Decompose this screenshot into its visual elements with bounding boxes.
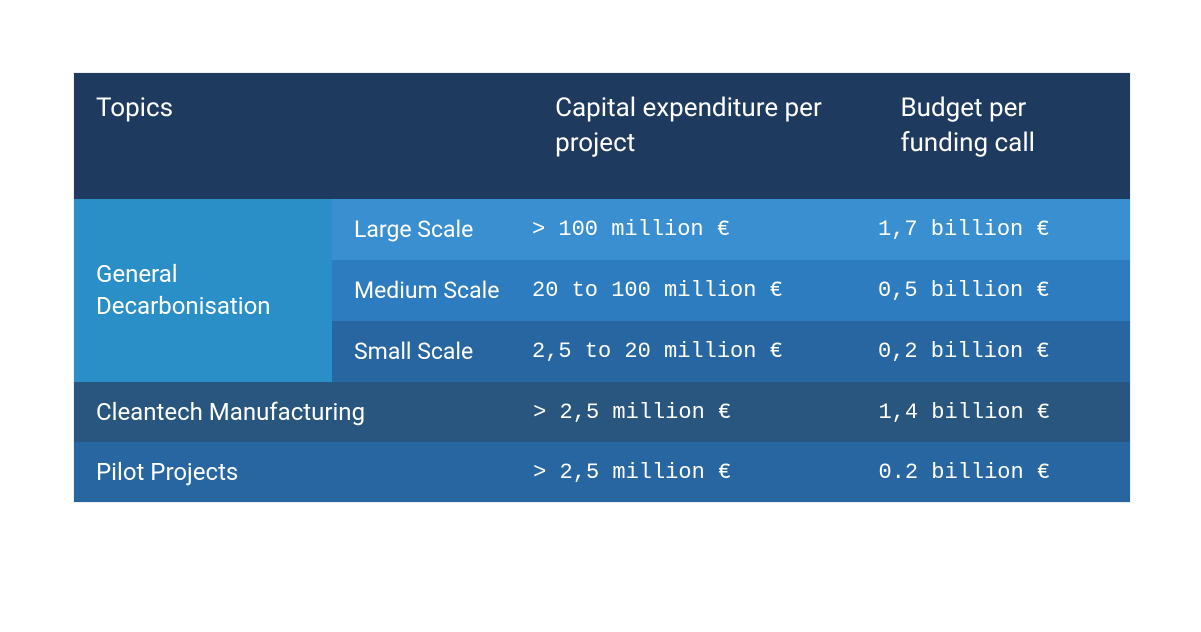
table-row: Small Scale 2,5 to 20 million € 0,2 bill…: [332, 321, 1130, 382]
table-row: Medium Scale 20 to 100 million € 0,5 bil…: [332, 260, 1130, 321]
header-capex: Capital expenditure per project: [533, 73, 878, 199]
table-header-row: Topics Capital expenditure per project B…: [74, 73, 1130, 199]
capex-value: > 2,5 million €: [533, 460, 878, 485]
capex-value: > 100 million €: [532, 217, 878, 242]
scale-label: Medium Scale: [332, 277, 532, 304]
label-general-decarbonisation: General Decarbonisation: [74, 199, 332, 382]
label-pilot: Pilot Projects: [74, 458, 533, 486]
scale-label: Small Scale: [332, 338, 532, 365]
header-topics: Topics: [74, 73, 533, 199]
budget-value: 0.2 billion €: [878, 460, 1130, 485]
budget-value: 1,4 billion €: [878, 400, 1130, 425]
capex-value: > 2,5 million €: [533, 400, 878, 425]
sub-rows-general-decarbonisation: Large Scale > 100 million € 1,7 billion …: [332, 199, 1130, 382]
row-pilot-projects: Pilot Projects > 2,5 million € 0.2 billi…: [74, 442, 1130, 502]
funding-table: Topics Capital expenditure per project B…: [73, 72, 1131, 503]
row-cleantech-manufacturing: Cleantech Manufacturing > 2,5 million € …: [74, 382, 1130, 442]
capex-value: 20 to 100 million €: [532, 278, 878, 303]
budget-value: 1,7 billion €: [878, 217, 1130, 242]
scale-label: Large Scale: [332, 216, 532, 243]
table-body: General Decarbonisation Large Scale > 10…: [74, 199, 1130, 502]
budget-value: 0,5 billion €: [878, 278, 1130, 303]
label-cleantech: Cleantech Manufacturing: [74, 398, 533, 426]
budget-value: 0,2 billion €: [878, 339, 1130, 364]
row-general-decarbonisation: General Decarbonisation Large Scale > 10…: [74, 199, 1130, 382]
header-budget: Budget per funding call: [878, 73, 1130, 199]
capex-value: 2,5 to 20 million €: [532, 339, 878, 364]
table-row: Large Scale > 100 million € 1,7 billion …: [332, 199, 1130, 260]
